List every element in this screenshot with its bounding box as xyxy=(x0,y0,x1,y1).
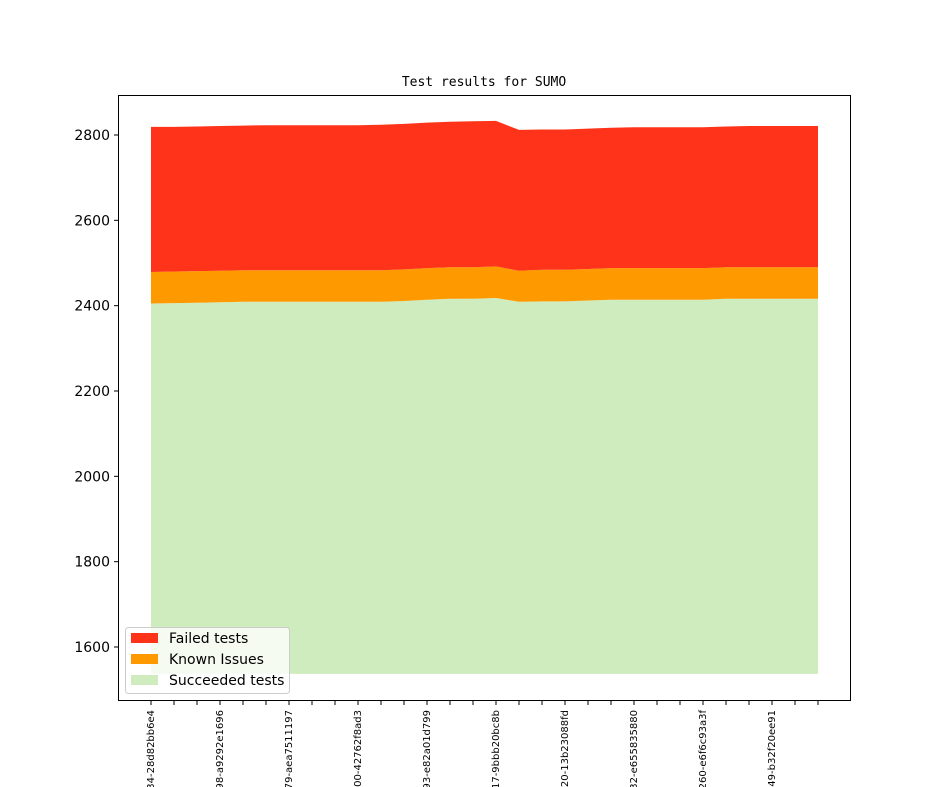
area-failed-tests xyxy=(151,120,818,273)
legend-swatch-known xyxy=(131,654,158,664)
legend-swatch-failed xyxy=(131,633,158,643)
x-tick-label: 260-e6f6c93a3f xyxy=(698,710,709,787)
legend-swatch-succeeded xyxy=(131,675,158,685)
area-known-issues xyxy=(151,266,818,304)
y-axis: 1600 1800 2000 2200 2400 2600 2800 xyxy=(74,128,118,656)
area-succeeded-tests xyxy=(151,298,818,674)
x-tick-label: 00-42762f8ad3 xyxy=(353,710,364,787)
x-tick-label: 93-e82a01d799 xyxy=(422,710,433,787)
x-tick-label: 17-9bbb20bc8b xyxy=(491,710,502,787)
plot-areas xyxy=(151,120,818,674)
legend-label-known: Known Issues xyxy=(169,652,264,668)
legend-label-succeeded: Succeeded tests xyxy=(169,673,284,689)
y-tick-label: 2600 xyxy=(74,213,110,229)
x-tick-label: 32-e655835880 xyxy=(629,710,640,787)
x-axis: 34-28d82bb6e4 98-a9292e1696 79-aea7511197 0… xyxy=(146,701,819,787)
legend-label-failed: Failed tests xyxy=(169,631,248,647)
axes-frame xyxy=(118,95,851,701)
y-tick-label: 2200 xyxy=(74,384,110,400)
chart-title: Test results for SUMO xyxy=(402,75,567,90)
y-tick-label: 2400 xyxy=(74,299,110,315)
x-tick-label: 20-13b23088fd xyxy=(560,710,571,787)
x-tick-label: 79-aea7511197 xyxy=(284,710,295,787)
y-tick-label: 2000 xyxy=(74,469,110,485)
legend-box xyxy=(125,627,290,694)
y-tick-label: 1600 xyxy=(74,640,110,656)
x-tick-label: 49-b32f20ee91 xyxy=(767,710,778,787)
legend: Failed tests Known Issues Succeeded test… xyxy=(125,627,290,694)
y-tick-label: 1800 xyxy=(74,555,110,571)
x-tick-label: 98-a9292e1696 xyxy=(215,710,226,787)
x-tick-label: 34-28d82bb6e4 xyxy=(146,710,157,787)
y-tick-label: 2800 xyxy=(74,128,110,144)
